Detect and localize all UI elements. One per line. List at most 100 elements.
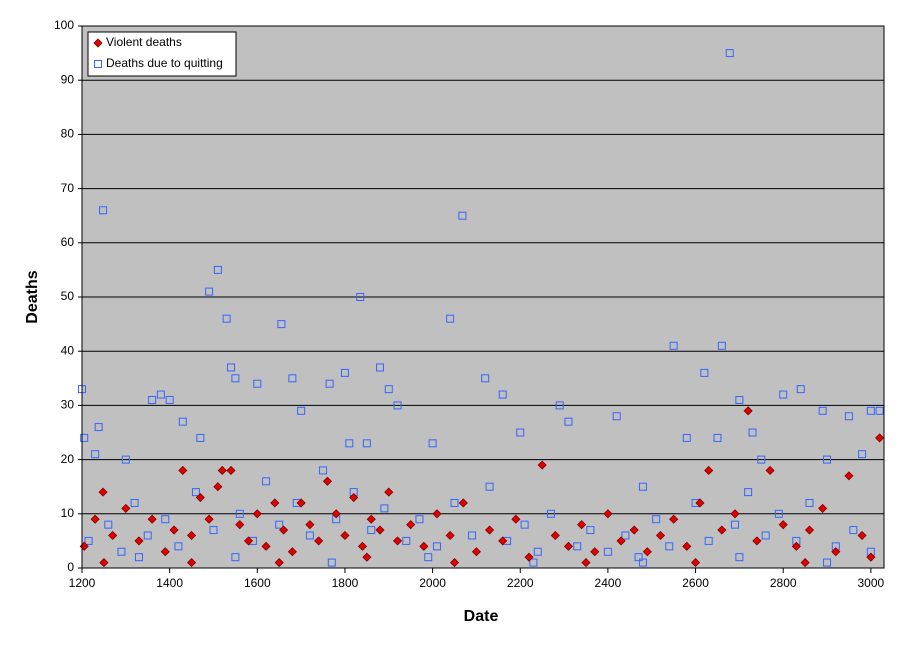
point <box>713 433 722 442</box>
point <box>393 401 402 410</box>
point <box>415 515 424 524</box>
point <box>362 439 371 448</box>
point <box>796 385 805 394</box>
marks <box>78 49 885 568</box>
point <box>735 553 744 562</box>
point <box>252 509 262 519</box>
point <box>450 498 459 507</box>
x-tick-label: 3000 <box>858 576 885 590</box>
point <box>866 406 875 415</box>
point <box>744 488 753 497</box>
point <box>616 536 626 546</box>
y-tick-label: 20 <box>61 452 75 466</box>
point <box>546 509 555 518</box>
point <box>555 401 564 410</box>
point <box>231 553 240 562</box>
point <box>761 531 770 540</box>
y-axis-title: Deaths <box>24 270 41 323</box>
point <box>743 406 753 416</box>
point <box>297 406 306 415</box>
point <box>160 547 170 557</box>
point <box>322 476 332 486</box>
point <box>277 320 286 329</box>
point <box>485 482 494 491</box>
point <box>270 498 280 508</box>
point <box>191 488 200 497</box>
point <box>345 439 354 448</box>
point <box>800 558 810 568</box>
point <box>844 471 854 481</box>
point <box>392 536 403 546</box>
point <box>823 455 832 464</box>
legend: Violent deaths Deaths due to quitting <box>87 31 237 77</box>
point <box>261 541 271 551</box>
point <box>384 385 393 394</box>
point <box>165 395 174 404</box>
point <box>533 547 542 556</box>
point <box>204 514 214 524</box>
point <box>384 487 394 497</box>
point <box>449 558 460 568</box>
point <box>612 412 621 421</box>
point <box>665 542 674 551</box>
point <box>577 520 587 530</box>
point <box>516 428 525 437</box>
point <box>108 530 118 541</box>
point <box>319 466 328 475</box>
legend-label: Violent deaths <box>106 35 182 49</box>
point <box>130 498 139 507</box>
point <box>586 526 595 535</box>
x-axis-title: Date <box>464 608 499 625</box>
point <box>169 525 179 535</box>
point <box>831 547 841 557</box>
x-tick-label: 2000 <box>419 576 446 590</box>
legend-marker <box>93 38 103 48</box>
point <box>84 536 93 545</box>
point <box>98 487 108 497</box>
point <box>446 314 455 323</box>
y-tick-label: 50 <box>61 289 75 303</box>
point <box>227 363 236 372</box>
point <box>288 374 297 383</box>
point <box>458 498 468 508</box>
point <box>858 450 867 459</box>
point <box>432 542 441 551</box>
x-tick-label: 2200 <box>507 576 534 590</box>
point <box>99 558 109 568</box>
point <box>262 477 271 486</box>
point <box>690 558 701 568</box>
point <box>275 520 284 529</box>
point <box>161 515 170 524</box>
point <box>748 428 757 437</box>
legend-marker <box>94 60 102 68</box>
point <box>287 547 297 557</box>
point <box>652 515 661 524</box>
point <box>91 450 100 459</box>
point <box>305 531 314 540</box>
point <box>629 525 639 535</box>
point <box>669 514 679 524</box>
point <box>156 390 165 399</box>
x-tick-label: 1600 <box>244 576 271 590</box>
point <box>778 520 788 530</box>
point <box>717 525 727 535</box>
point <box>375 525 385 535</box>
point <box>735 395 744 404</box>
point <box>603 509 613 519</box>
y-tick-label: 30 <box>61 398 75 412</box>
point <box>147 514 157 524</box>
point <box>537 460 547 470</box>
point <box>279 525 289 535</box>
x-tick-label: 1400 <box>156 576 183 590</box>
point <box>222 314 231 323</box>
point <box>717 341 726 350</box>
point <box>174 542 183 551</box>
point <box>314 536 324 546</box>
point <box>362 552 372 562</box>
point <box>818 406 827 415</box>
point <box>481 374 490 383</box>
point <box>857 530 867 541</box>
point <box>704 536 713 545</box>
axes: 0 10 20 30 40 50 60 70 80 90 100 1200 1400 1600 1800 20… <box>54 18 885 590</box>
